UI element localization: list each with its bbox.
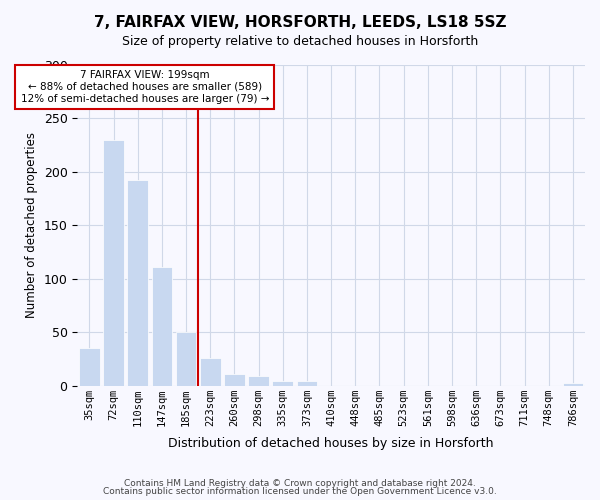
Bar [224,374,245,386]
Text: Contains public sector information licensed under the Open Government Licence v3: Contains public sector information licen… [103,487,497,496]
Bar [79,348,100,386]
Bar [152,267,172,386]
Bar [563,384,583,386]
Bar [103,140,124,386]
Bar [296,382,317,386]
X-axis label: Distribution of detached houses by size in Horsforth: Distribution of detached houses by size … [169,437,494,450]
Y-axis label: Number of detached properties: Number of detached properties [25,132,38,318]
Text: Size of property relative to detached houses in Horsforth: Size of property relative to detached ho… [122,35,478,48]
Text: 7, FAIRFAX VIEW, HORSFORTH, LEEDS, LS18 5SZ: 7, FAIRFAX VIEW, HORSFORTH, LEEDS, LS18 … [94,15,506,30]
Bar [127,180,148,386]
Bar [200,358,221,386]
Bar [176,332,196,386]
Bar [248,376,269,386]
Text: Contains HM Land Registry data © Crown copyright and database right 2024.: Contains HM Land Registry data © Crown c… [124,478,476,488]
Bar [272,382,293,386]
Text: 7 FAIRFAX VIEW: 199sqm
← 88% of detached houses are smaller (589)
12% of semi-de: 7 FAIRFAX VIEW: 199sqm ← 88% of detached… [20,70,269,104]
